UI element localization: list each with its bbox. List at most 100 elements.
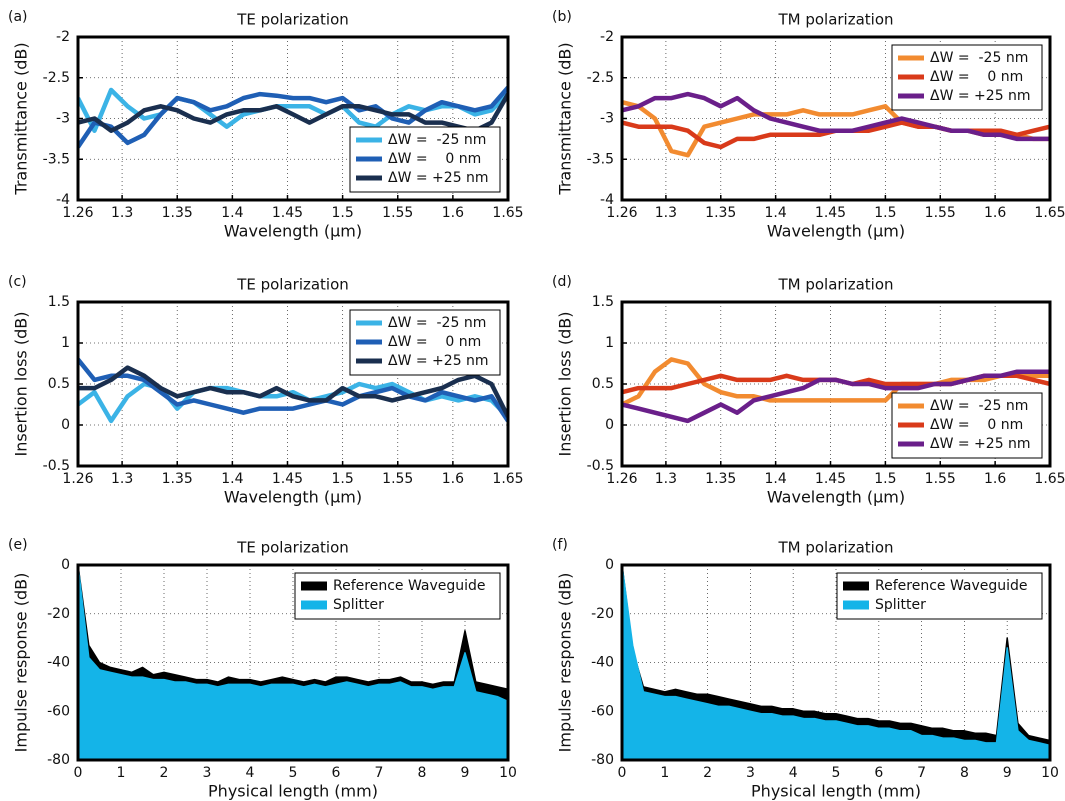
y-axis-label: Impulse response (dB) [556,573,575,753]
series-line [78,86,508,149]
y-tick-label: -2.5 [43,70,70,86]
y-axis-label: Transmittance (dB) [12,42,31,195]
x-tick-label: 4 [246,765,255,781]
x-tick-label: 1.26 [606,205,637,221]
y-tick-label: 0.5 [48,376,70,392]
legend-label: ΔW = -25 nm [388,132,486,148]
chart-title: TM polarization [777,11,893,29]
plot-frame [620,35,1052,202]
x-axis-label: Wavelength (μm) [224,488,362,507]
y-tick-label: -2 [56,29,70,45]
x-tick-label: 3 [203,765,212,781]
x-tick-label: 1 [117,765,126,781]
x-tick-label: 1.35 [162,205,193,221]
y-tick-label: -20 [47,606,70,622]
y-axis-label: Transmittance (dB) [556,42,575,195]
x-tick-label: 1.4 [221,471,243,487]
x-tick-label: 9 [461,765,470,781]
legend-box [294,572,501,620]
y-tick-label: 0.5 [592,376,614,392]
plot-frame [620,300,1052,468]
y-tick-label: 1.5 [592,294,614,310]
plot-frame [620,563,1052,762]
x-tick-label: 1.45 [815,205,846,221]
legend: Reference Waveguide Splitter [836,572,1043,620]
y-tick-label: -3.5 [587,151,614,167]
y-tick-label: -3.5 [43,151,70,167]
x-tick-label: 1.3 [655,471,677,487]
x-tick-label: 1.5 [874,471,896,487]
legend-label: ΔW = +25 nm [930,436,1031,452]
y-axis-label: Insertion loss (dB) [12,312,31,457]
x-tick-label: 10 [499,765,517,781]
x-tick-label: 1.26 [62,471,93,487]
chart-title: TE polarization [236,276,349,294]
y-tick-label: -3 [56,111,70,127]
legend-label: ΔW = -25 nm [930,398,1028,414]
y-tick-label: -2 [600,29,614,45]
y-tick-label: -40 [47,655,70,671]
y-tick-label: 1.5 [48,294,70,310]
x-tick-label: 1.55 [925,471,956,487]
series-line [78,87,508,133]
chart-title: TM polarization [777,539,893,557]
series-line [78,365,508,418]
panel-label: (a) [8,9,28,25]
x-tick-label: 1.45 [272,205,303,221]
panel: (b) TM polarization Wavelength (μm) Transmi… [552,9,1065,241]
legend-label: ΔW = 0 nm [388,334,481,350]
panel: (a) TE polarization Wavelength (μm) Transmi… [8,9,524,241]
legend: ΔW = -25 nm ΔW = 0 nm ΔW = +25 nm [891,44,1043,111]
legend-label: ΔW = -25 nm [388,315,486,331]
legend-box [836,572,1043,620]
legend-label: ΔW = 0 nm [388,151,481,167]
x-tick-label: 9 [1003,765,1012,781]
x-tick-label: 1.4 [221,205,243,221]
y-tick-label: -4 [600,192,614,208]
legend-label: ΔW = 0 nm [930,417,1023,433]
x-tick-label: 1.55 [925,205,956,221]
legend-label: ΔW = +25 nm [388,170,489,186]
x-tick-label: 1.55 [382,205,413,221]
legend-label: ΔW = 0 nm [930,69,1023,85]
x-tick-label: 1.26 [62,205,93,221]
y-tick-label: -80 [591,752,614,768]
series-area [78,565,508,760]
x-tick-label: 0 [618,765,627,781]
legend: ΔW = -25 nm ΔW = 0 nm ΔW = +25 nm [891,392,1043,459]
panel: (e) TE polarization Physical length (mm) Im… [8,537,517,801]
x-tick-label: 1.3 [655,205,677,221]
x-tick-label: 8 [418,765,427,781]
x-tick-label: 2 [703,765,712,781]
legend-label: ΔW = -25 nm [930,50,1028,66]
x-tick-label: 1.5 [331,471,353,487]
legend: Reference Waveguide Splitter [294,572,501,620]
y-tick-label: 1 [61,335,70,351]
panel: (c) TE polarization Wavelength (μm) Inserti… [8,274,524,507]
legend-label: Reference Waveguide [875,578,1028,594]
y-axis-label: Insertion loss (dB) [556,312,575,457]
x-axis-label: Wavelength (μm) [767,222,905,241]
x-tick-label: 1.4 [765,205,787,221]
panel-label: (d) [552,274,572,290]
series-line [622,91,1050,142]
y-tick-label: 0 [605,417,614,433]
plot-frame [76,563,510,762]
x-tick-label: 1.65 [492,205,523,221]
y-axis-label: Impulse response (dB) [12,573,31,753]
plot-frame [76,300,510,468]
plot-area [78,86,508,149]
y-tick-label: -60 [47,703,70,719]
series-line [78,357,508,423]
x-tick-label: 1.26 [606,471,637,487]
series-line [78,92,508,133]
plot-area [622,565,1050,760]
x-tick-label: 6 [332,765,341,781]
series-area [622,565,1050,760]
x-tick-label: 1.4 [765,471,787,487]
legend-label: Splitter [333,597,384,613]
legend: ΔW = -25 nm ΔW = 0 nm ΔW = +25 nm [349,126,501,193]
plot-area [78,565,508,760]
x-tick-label: 1.5 [874,205,896,221]
